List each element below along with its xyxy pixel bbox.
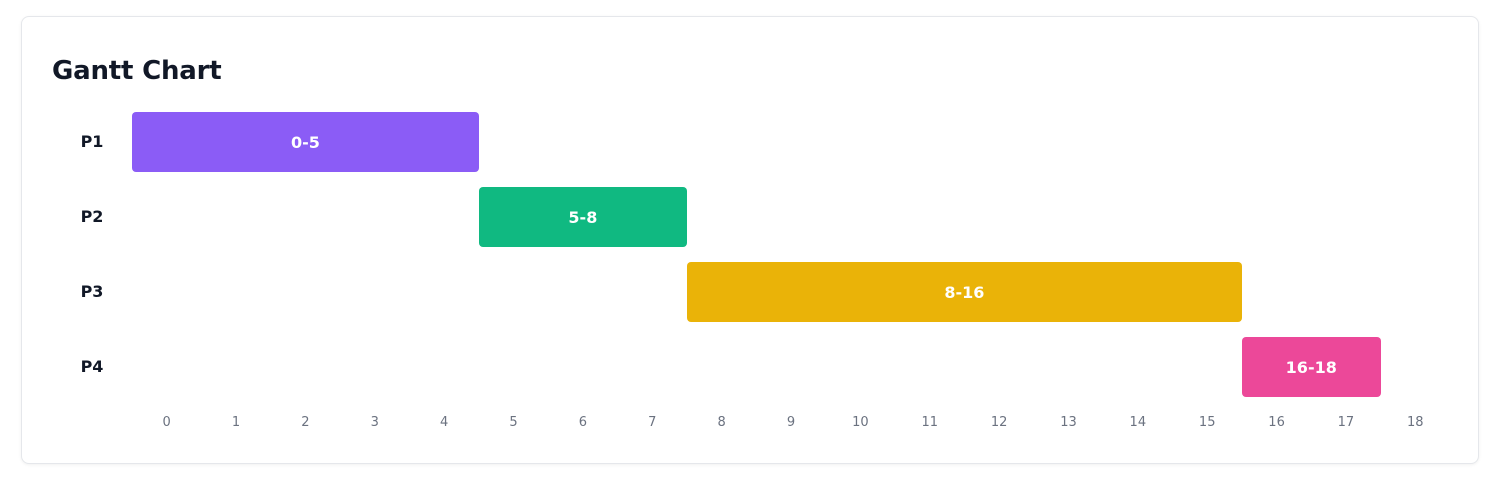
x-tick-label: 9 xyxy=(786,415,796,430)
x-tick-label: 2 xyxy=(301,415,310,430)
x-tick-label: 12 xyxy=(990,415,1008,430)
gantt-bar-p1: 0-5 xyxy=(132,112,479,172)
x-tick-label: 6 xyxy=(578,415,588,430)
gantt-bar-p3: 8-16 xyxy=(686,262,1242,322)
x-tick-label: 1 xyxy=(231,415,241,430)
x-tick-label: 11 xyxy=(921,415,938,430)
x-tick-label: 5 xyxy=(509,415,518,430)
row-label-p3: P3 xyxy=(80,282,104,301)
x-tick-label: 3 xyxy=(370,415,379,430)
row-label-p4: P4 xyxy=(80,357,104,376)
x-tick-label: 7 xyxy=(648,415,657,430)
x-tick-label: 17 xyxy=(1337,415,1355,430)
x-tick-label: 10 xyxy=(852,415,869,430)
row-label-p2: P2 xyxy=(80,207,104,226)
chart-card xyxy=(21,16,1479,464)
x-tick-label: 16 xyxy=(1268,415,1285,430)
gantt-bar-p4: 16-18 xyxy=(1241,337,1381,397)
x-tick-label: 4 xyxy=(440,415,449,430)
x-tick-label: 14 xyxy=(1129,415,1147,430)
x-tick-label: 0 xyxy=(162,415,171,430)
x-tick-label: 13 xyxy=(1060,415,1077,430)
gantt-bar-p2: 5-8 xyxy=(478,187,687,247)
x-tick-label: 18 xyxy=(1407,415,1424,430)
x-tick-label: 8 xyxy=(717,415,726,430)
row-label-p1: P1 xyxy=(80,132,104,151)
chart-title: Gantt Chart xyxy=(52,56,222,86)
x-tick-label: 15 xyxy=(1198,415,1216,430)
